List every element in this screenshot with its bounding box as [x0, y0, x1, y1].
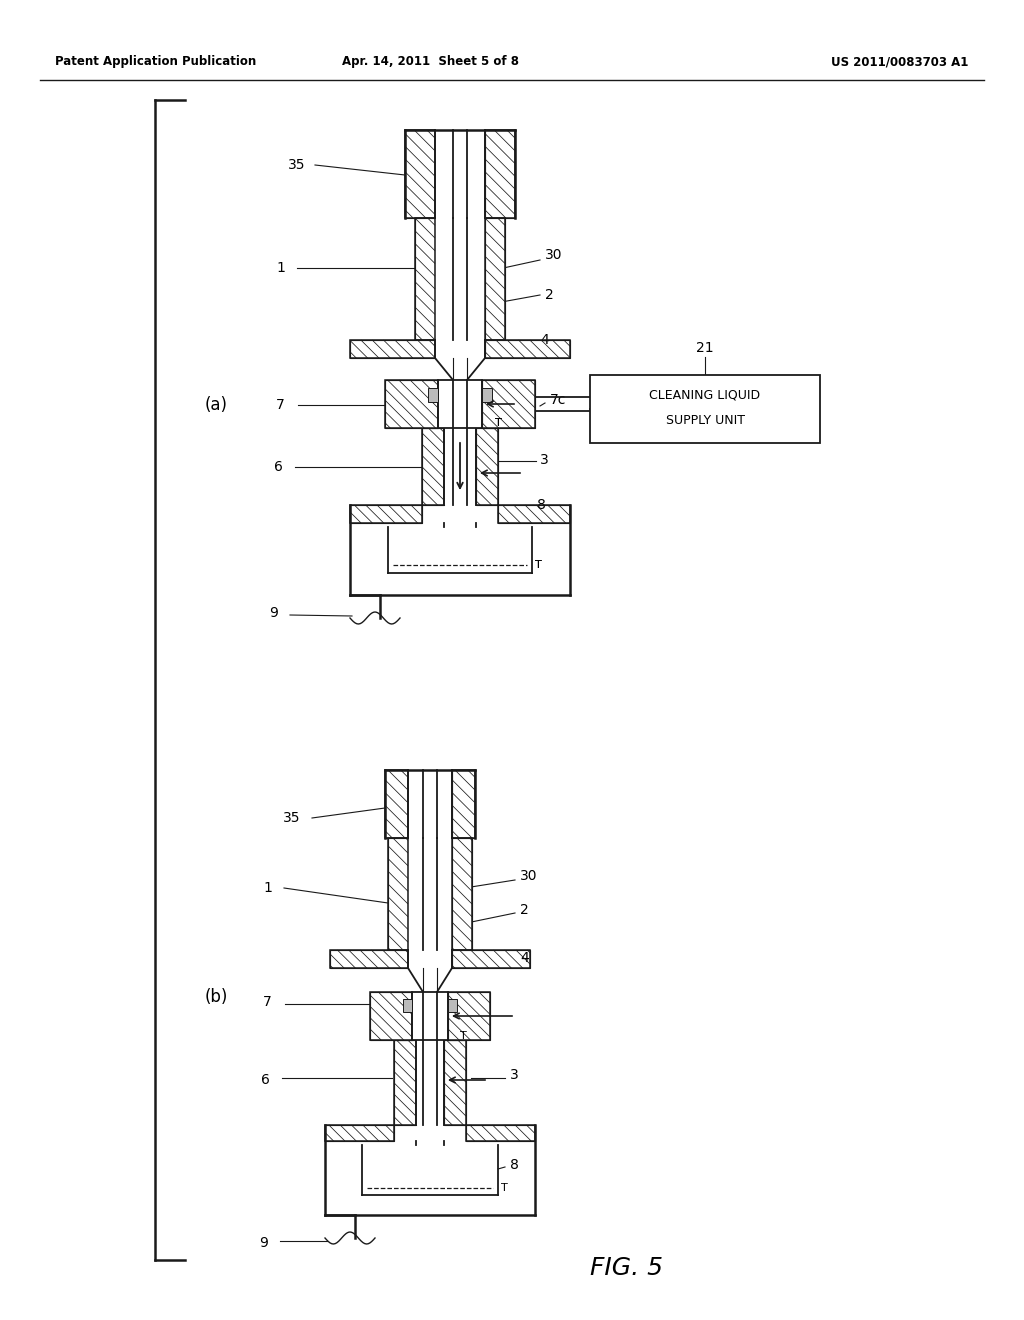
- Text: 2: 2: [545, 288, 554, 302]
- Text: SUPPLY UNIT: SUPPLY UNIT: [666, 414, 744, 428]
- Bar: [452, 950, 530, 968]
- Bar: [350, 341, 435, 358]
- Text: FIG. 5: FIG. 5: [590, 1257, 663, 1280]
- Bar: [452, 770, 475, 838]
- Text: Apr. 14, 2011  Sheet 5 of 8: Apr. 14, 2011 Sheet 5 of 8: [341, 55, 518, 69]
- Bar: [385, 380, 438, 428]
- Bar: [452, 838, 472, 950]
- Text: 6: 6: [261, 1073, 270, 1086]
- Text: T: T: [501, 1183, 508, 1193]
- Text: 8: 8: [537, 498, 546, 512]
- Bar: [449, 993, 490, 1040]
- Bar: [476, 428, 498, 506]
- Text: T: T: [495, 418, 502, 428]
- Bar: [350, 341, 435, 358]
- Bar: [394, 1040, 416, 1125]
- Bar: [416, 1040, 444, 1125]
- Bar: [428, 388, 438, 403]
- Bar: [485, 218, 505, 341]
- Bar: [452, 770, 475, 838]
- Bar: [498, 506, 570, 523]
- Bar: [435, 218, 485, 341]
- Bar: [350, 506, 422, 523]
- Text: 35: 35: [288, 158, 305, 172]
- Bar: [415, 218, 435, 341]
- Bar: [485, 129, 515, 218]
- Bar: [485, 218, 505, 341]
- Text: (a): (a): [205, 396, 228, 414]
- Text: 35: 35: [283, 810, 300, 825]
- Bar: [370, 993, 412, 1040]
- Text: 30: 30: [520, 869, 538, 883]
- Bar: [482, 388, 492, 403]
- Bar: [466, 1125, 535, 1140]
- Bar: [385, 770, 408, 838]
- Text: 2: 2: [520, 903, 528, 917]
- Text: T: T: [535, 560, 542, 570]
- Bar: [403, 999, 412, 1012]
- Bar: [435, 341, 485, 358]
- Text: US 2011/0083703 A1: US 2011/0083703 A1: [831, 55, 969, 69]
- Text: 9: 9: [259, 1236, 268, 1250]
- Bar: [449, 993, 490, 1040]
- Bar: [485, 129, 515, 218]
- Bar: [388, 838, 408, 950]
- Bar: [485, 341, 570, 358]
- Text: 30: 30: [545, 248, 562, 261]
- Bar: [350, 506, 422, 523]
- Text: T: T: [495, 418, 502, 428]
- Text: CLEANING LIQUID: CLEANING LIQUID: [649, 388, 761, 401]
- Bar: [408, 770, 452, 838]
- Bar: [330, 950, 408, 968]
- Bar: [422, 428, 444, 506]
- Bar: [476, 428, 498, 506]
- Text: T: T: [460, 1031, 467, 1041]
- Bar: [444, 428, 476, 506]
- Bar: [370, 993, 412, 1040]
- Bar: [444, 1040, 466, 1125]
- Text: 4: 4: [540, 333, 549, 347]
- Bar: [466, 1125, 535, 1140]
- Text: 7: 7: [263, 995, 272, 1008]
- Text: 1: 1: [263, 880, 272, 895]
- Text: (b): (b): [205, 987, 228, 1006]
- Text: 6: 6: [274, 459, 283, 474]
- Text: Patent Application Publication: Patent Application Publication: [55, 55, 256, 69]
- Bar: [325, 1125, 394, 1140]
- Bar: [408, 950, 452, 968]
- Bar: [444, 1040, 466, 1125]
- Bar: [385, 770, 408, 838]
- Bar: [408, 838, 452, 950]
- Bar: [590, 375, 820, 444]
- Bar: [394, 1040, 416, 1125]
- Text: 21: 21: [696, 341, 714, 355]
- Bar: [415, 218, 435, 341]
- Bar: [388, 838, 408, 950]
- Text: 8: 8: [510, 1158, 519, 1172]
- Bar: [438, 380, 482, 428]
- Text: 7: 7: [276, 399, 285, 412]
- Text: 4: 4: [520, 950, 528, 965]
- Text: 7c: 7c: [550, 393, 566, 407]
- Bar: [498, 506, 570, 523]
- Bar: [449, 999, 457, 1012]
- Text: 3: 3: [510, 1068, 519, 1082]
- Bar: [406, 129, 435, 218]
- Text: 3: 3: [540, 453, 549, 467]
- Bar: [482, 380, 535, 428]
- Bar: [330, 950, 408, 968]
- Bar: [325, 1125, 394, 1140]
- Bar: [435, 129, 485, 218]
- Text: 9: 9: [269, 606, 278, 620]
- Bar: [482, 380, 535, 428]
- Text: 1: 1: [276, 261, 285, 275]
- Bar: [385, 380, 438, 428]
- Text: T: T: [535, 560, 542, 570]
- Bar: [406, 129, 435, 218]
- Bar: [422, 428, 444, 506]
- Bar: [452, 838, 472, 950]
- Bar: [485, 341, 570, 358]
- Bar: [412, 993, 449, 1040]
- Bar: [452, 950, 530, 968]
